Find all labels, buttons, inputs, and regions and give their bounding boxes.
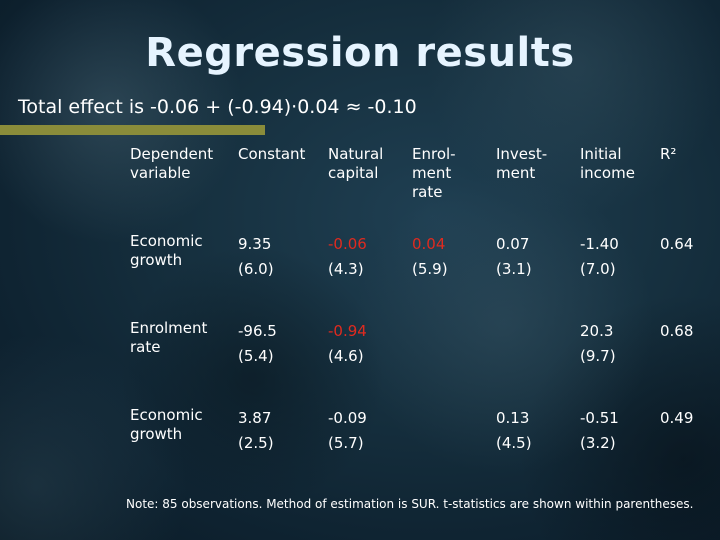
cell-natural-capital: -0.94 [328, 322, 367, 340]
header-natural-capital: Natural capital [328, 145, 384, 182]
cell-natural-capital: -0.09 [328, 409, 367, 427]
cell-enrolment-rate-tstat: (5.9) [412, 260, 448, 278]
cell-natural-capital: -0.06 [328, 235, 367, 253]
cell-r-squared: 0.64 [660, 235, 694, 253]
header-constant: Constant [238, 145, 306, 163]
header-initial-income: Initial income [580, 145, 635, 182]
table-footnote: Note: 85 observations. Method of estimat… [126, 497, 694, 511]
cell-natural-capital-tstat: (5.7) [328, 434, 364, 452]
header-enrolment-rate: Enrol- ment rate [412, 145, 456, 201]
slide-subtitle: Total effect is -0.06 + (-0.94)·0.04 ≈ -… [18, 96, 417, 118]
cell-initial-income-tstat: (3.2) [580, 434, 616, 452]
header-dependent-variable: Dependent variable [130, 145, 214, 182]
cell-initial-income: -0.51 [580, 409, 619, 427]
cell-constant-tstat: (5.4) [238, 347, 274, 365]
cell-r-squared: 0.68 [660, 322, 694, 340]
accent-bar [0, 125, 265, 135]
header-investment: Invest- ment [496, 145, 548, 182]
cell-initial-income-tstat: (9.7) [580, 347, 616, 365]
row-label-economic-growth: Economic growth [130, 232, 203, 269]
cell-enrolment-rate: 0.04 [412, 235, 446, 253]
cell-natural-capital-tstat: (4.3) [328, 260, 364, 278]
row-label-economic-growth: Economic growth [130, 406, 203, 443]
cell-constant-tstat: (2.5) [238, 434, 274, 452]
cell-initial-income: -1.40 [580, 235, 619, 253]
row-label-enrolment-rate: Enrolment rate [130, 319, 208, 356]
cell-investment-tstat: (3.1) [496, 260, 532, 278]
cell-investment-tstat: (4.5) [496, 434, 532, 452]
cell-investment: 0.07 [496, 235, 530, 253]
cell-r-squared: 0.49 [660, 409, 694, 427]
cell-initial-income-tstat: (7.0) [580, 260, 616, 278]
slide-title: Regression results [145, 30, 575, 76]
cell-investment: 0.13 [496, 409, 530, 427]
header-r-squared: R² [660, 145, 677, 163]
cell-constant: -96.5 [238, 322, 277, 340]
cell-constant: 9.35 [238, 235, 272, 253]
cell-constant-tstat: (6.0) [238, 260, 274, 278]
cell-constant: 3.87 [238, 409, 272, 427]
cell-natural-capital-tstat: (4.6) [328, 347, 364, 365]
cell-initial-income: 20.3 [580, 322, 614, 340]
